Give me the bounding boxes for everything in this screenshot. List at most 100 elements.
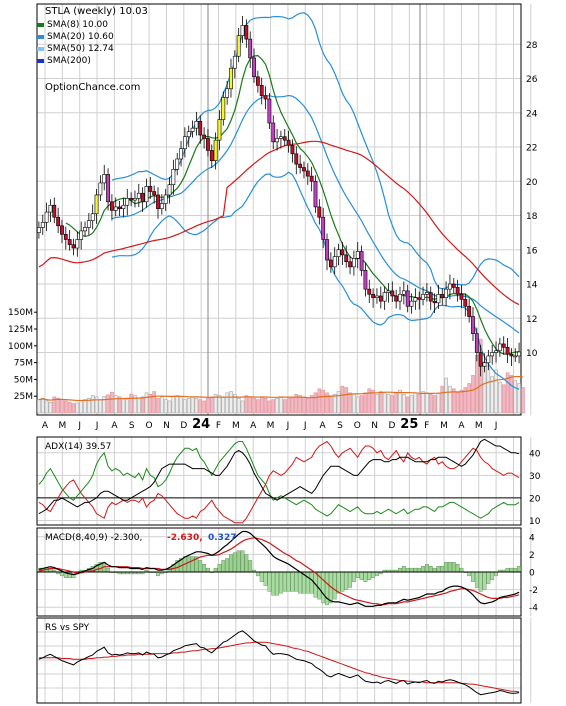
candle-body bbox=[444, 288, 448, 299]
y-tick-label: 24 bbox=[526, 109, 538, 119]
macd-histogram-bar bbox=[451, 562, 456, 573]
candle-body bbox=[63, 234, 68, 240]
adx-panel: 10 20 30 40 ADX(14) 39.57 bbox=[36, 436, 541, 527]
volume-bar bbox=[217, 395, 222, 414]
volume-bar bbox=[240, 400, 245, 414]
candle-body bbox=[378, 295, 383, 302]
x-tick-label: O bbox=[354, 421, 361, 431]
candle-body bbox=[71, 244, 76, 249]
x-tick-label: J bbox=[286, 421, 290, 431]
volume-bars bbox=[37, 338, 525, 414]
candle-body bbox=[309, 175, 314, 182]
candle-body bbox=[144, 186, 149, 203]
macd-histogram-bar bbox=[267, 571, 272, 592]
macd-histogram-bar bbox=[440, 565, 445, 573]
candle-body bbox=[206, 138, 210, 151]
candle-body bbox=[117, 206, 122, 209]
candle-body bbox=[217, 119, 222, 141]
macd-line bbox=[38, 530, 520, 607]
candle-body bbox=[386, 290, 391, 293]
y-tick-label: 12 bbox=[526, 315, 537, 325]
candle-body bbox=[451, 283, 456, 288]
macd-histogram-bar bbox=[259, 571, 264, 582]
macd-histogram-bar bbox=[517, 565, 522, 573]
volume-bar bbox=[363, 392, 368, 414]
candle-body bbox=[455, 287, 460, 295]
macd-histogram-bar bbox=[413, 567, 418, 573]
macd-histogram-bar bbox=[436, 565, 441, 573]
candle-body bbox=[271, 122, 276, 143]
volume-bar bbox=[40, 397, 45, 414]
volume-bar bbox=[259, 396, 264, 414]
volume-y-ticks: 25M 50M 75M 100M 125M 150M bbox=[8, 308, 37, 402]
candle-body bbox=[517, 351, 521, 357]
y-tick-label: 10 bbox=[529, 517, 541, 527]
rs-lines bbox=[38, 630, 520, 696]
volume-bar bbox=[298, 395, 302, 414]
volume-bar bbox=[490, 376, 494, 414]
candle-body bbox=[159, 203, 164, 209]
candle-body bbox=[401, 290, 406, 295]
y-tick-label: 20 bbox=[529, 494, 541, 504]
x-tick-label: O bbox=[146, 421, 153, 431]
candle-body bbox=[417, 297, 422, 300]
candle-body bbox=[382, 292, 387, 302]
macd-histogram-bar bbox=[355, 571, 360, 579]
candle-body bbox=[152, 191, 157, 196]
candle-body bbox=[490, 352, 495, 357]
x-tick-label: N bbox=[371, 421, 378, 431]
candle-body bbox=[136, 192, 141, 199]
macd-histogram-bar bbox=[467, 571, 472, 577]
x-tick-label: M bbox=[475, 421, 483, 431]
x-tick-label: M bbox=[58, 421, 66, 431]
volume-bar bbox=[405, 396, 410, 414]
volume-bar bbox=[382, 392, 387, 414]
candle-body bbox=[344, 254, 349, 263]
candle-body bbox=[355, 251, 360, 259]
candle-body bbox=[494, 350, 498, 353]
candle-body bbox=[98, 182, 103, 196]
volume-bar bbox=[221, 396, 226, 414]
x-tick-label: M bbox=[440, 421, 448, 431]
candle-body bbox=[298, 163, 303, 168]
macd-histogram-bar bbox=[206, 567, 210, 573]
macd-panel: -4 -2 0 2 4 MACD(8,40,9) -2.300, -2.630, 0.3… bbox=[36, 527, 538, 617]
candle-body bbox=[190, 127, 195, 132]
volume-bar bbox=[125, 399, 130, 414]
candle-body bbox=[86, 220, 91, 228]
volume-bar bbox=[194, 397, 199, 414]
candle-body bbox=[375, 295, 379, 298]
volume-bar bbox=[75, 402, 80, 414]
legend-items: SMA(8) 10.00 SMA(20) 10.60 SMA(50) 12.74 SM… bbox=[37, 20, 114, 66]
x-tick-label: A bbox=[42, 421, 49, 431]
volume-bar bbox=[113, 395, 118, 414]
legend-swatch bbox=[37, 23, 44, 27]
macd-histogram-bar bbox=[482, 571, 487, 590]
x-tick-label: A bbox=[250, 421, 257, 431]
macd-histogram-bar bbox=[363, 571, 368, 582]
x-tick-label: S bbox=[337, 421, 343, 431]
volume-bar bbox=[282, 399, 287, 414]
candle-body bbox=[428, 292, 433, 302]
macd-histogram-bar bbox=[106, 567, 110, 573]
candle-body bbox=[182, 136, 187, 150]
y-tick-label: -4 bbox=[529, 604, 538, 614]
candle-body bbox=[232, 55, 237, 69]
candle-body bbox=[229, 67, 233, 90]
volume-bar bbox=[206, 397, 210, 414]
candle-body bbox=[424, 292, 429, 295]
volume-bar bbox=[229, 391, 233, 414]
macd-histogram-bar bbox=[367, 571, 372, 580]
volume-bar bbox=[498, 381, 502, 414]
adx-title: ADX(14) 39.57 bbox=[45, 442, 111, 452]
candle-body bbox=[225, 88, 230, 98]
macd-histogram-bar bbox=[336, 571, 341, 594]
legend: STLA (weekly) 10.03 SMA(8) 10.00 SMA(20) … bbox=[37, 6, 148, 93]
candle-body bbox=[313, 180, 318, 208]
candle-body bbox=[486, 355, 491, 364]
volume-bar bbox=[344, 387, 349, 414]
sma50-line bbox=[38, 140, 520, 306]
macd-histogram-bar bbox=[448, 562, 452, 573]
macd-histogram-bar bbox=[513, 567, 518, 573]
candle-body bbox=[133, 198, 137, 201]
